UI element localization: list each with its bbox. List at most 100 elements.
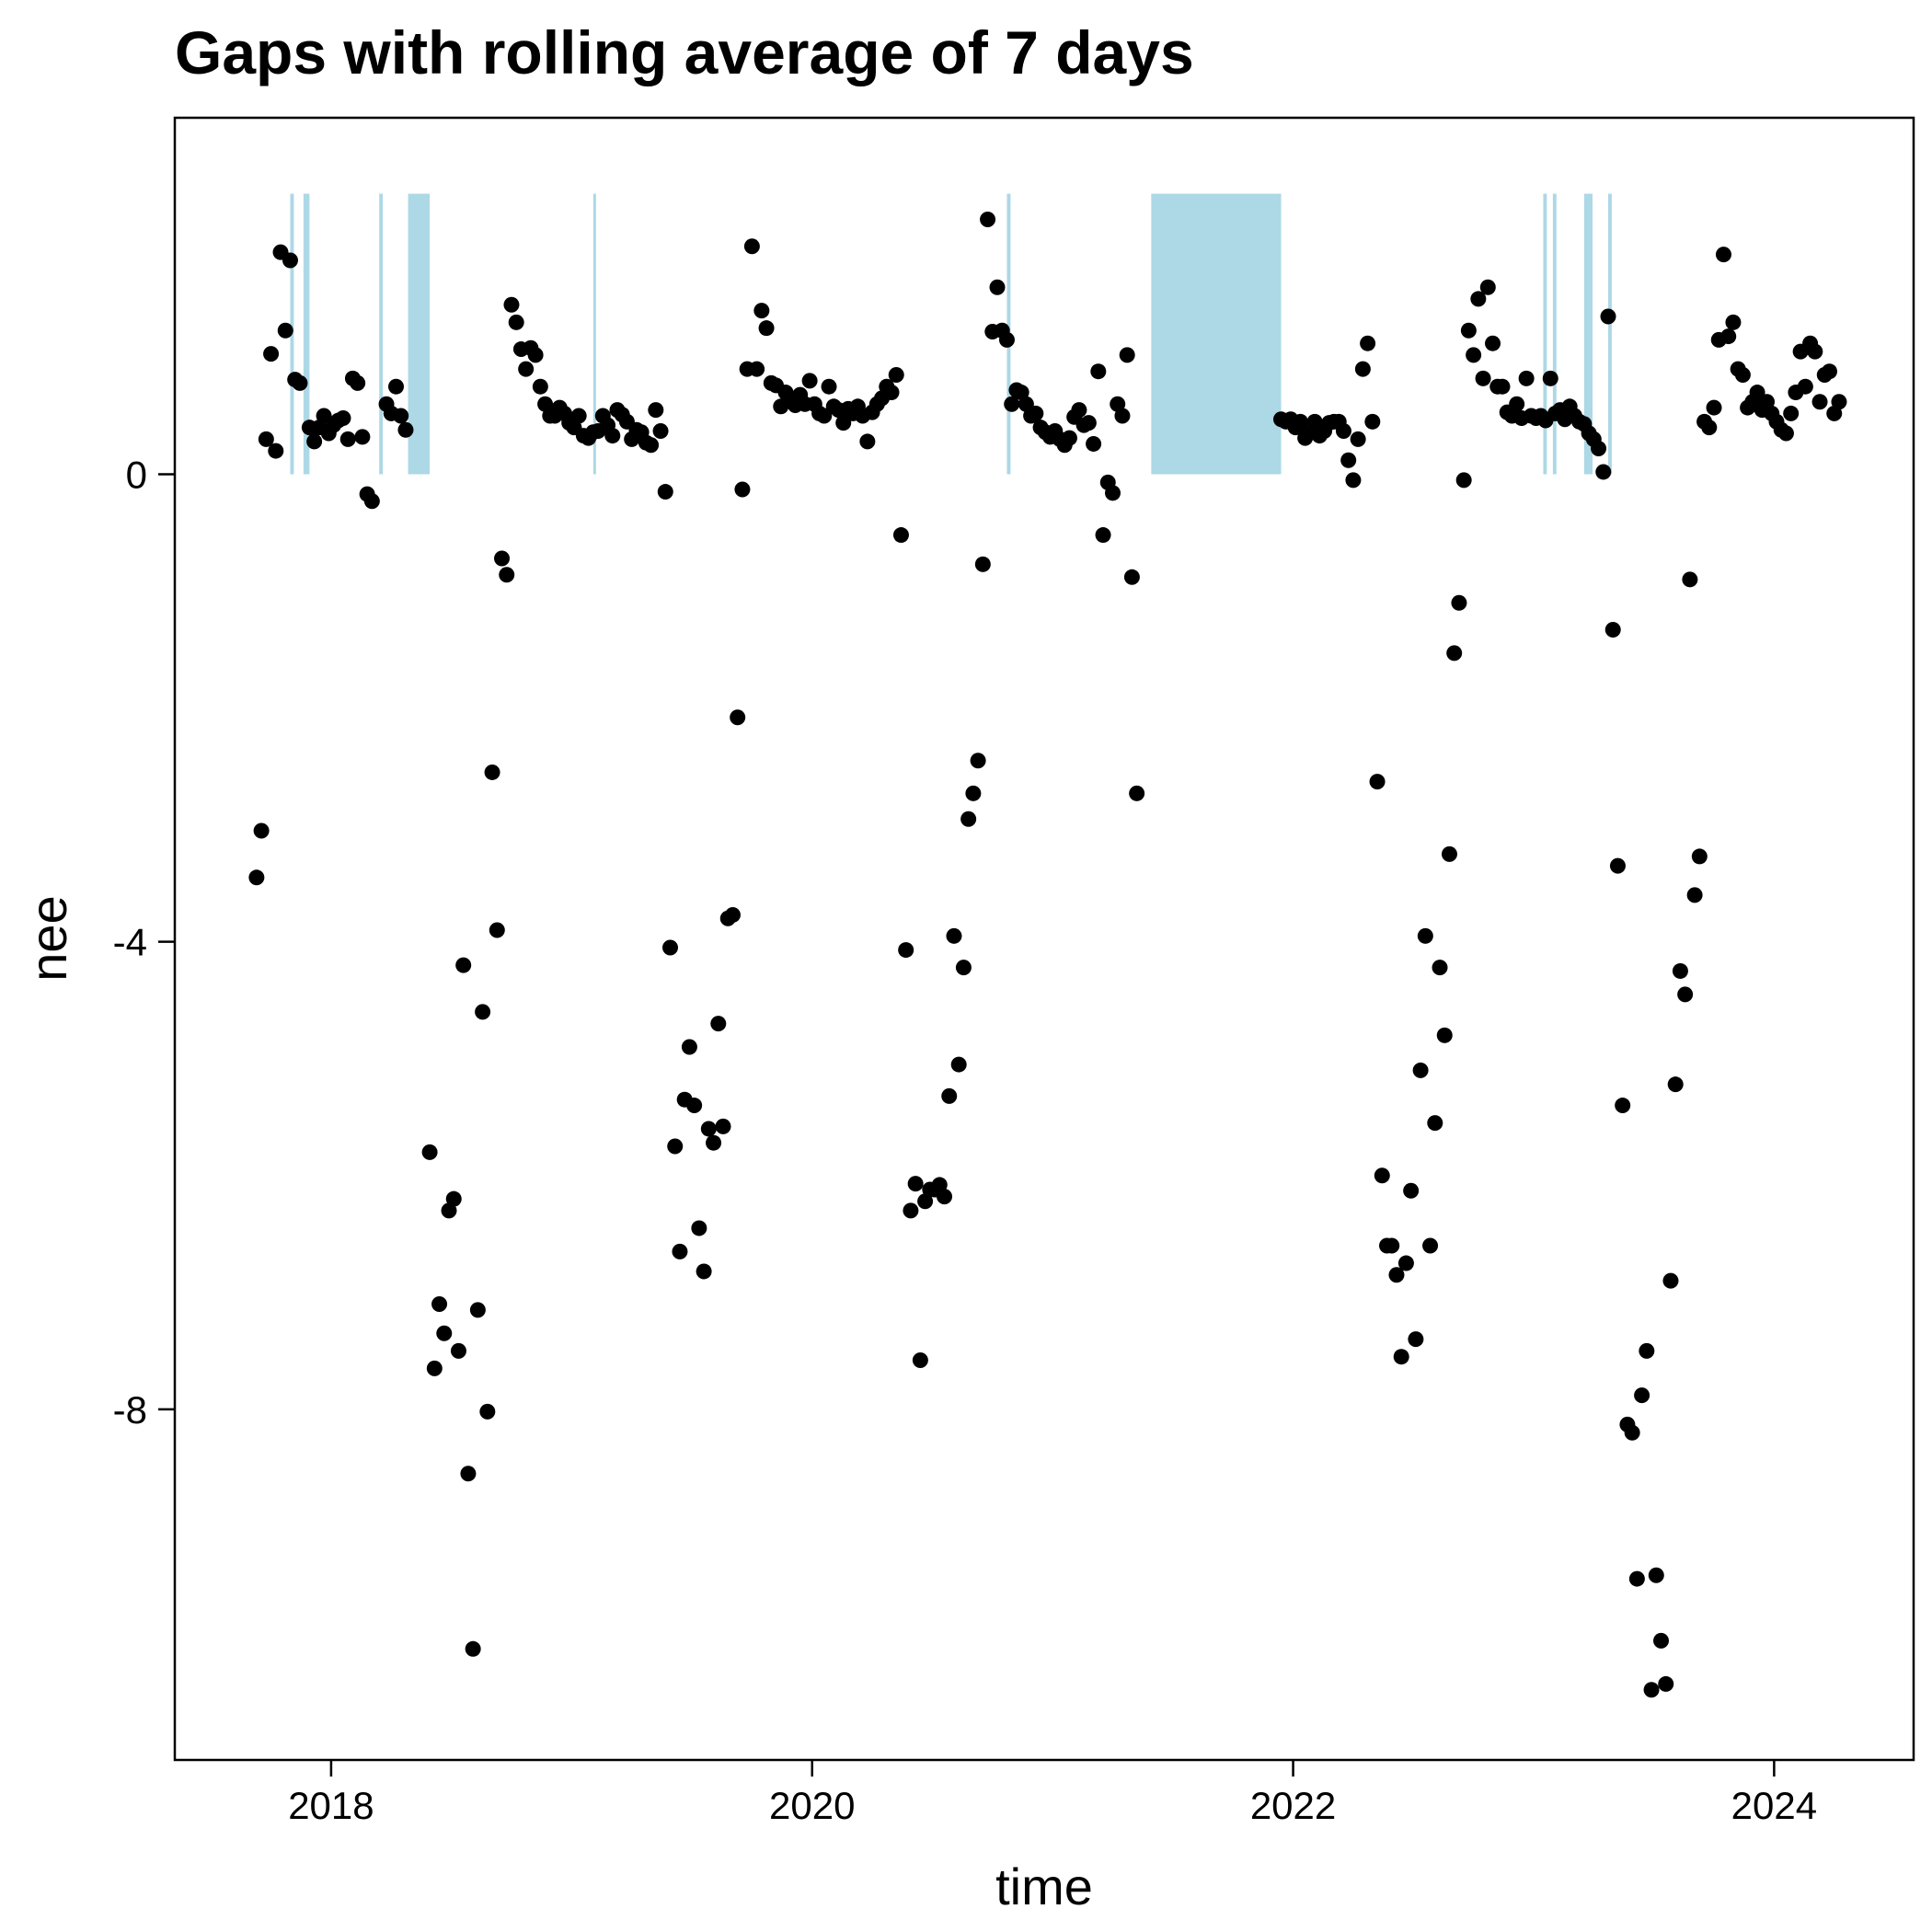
point-78 [652, 422, 669, 439]
point-215 [1451, 594, 1467, 611]
point-61 [570, 408, 587, 424]
point-39 [465, 1640, 481, 1657]
point-170 [1095, 527, 1111, 544]
point-287 [1797, 378, 1813, 395]
point-279 [1759, 394, 1776, 410]
point-90 [710, 1016, 727, 1032]
gap-band-9 [1552, 193, 1557, 475]
point-203 [1393, 1349, 1409, 1365]
point-3 [258, 431, 274, 447]
gap-band-8 [1543, 193, 1547, 475]
point-207 [1412, 1062, 1429, 1078]
point-227 [1509, 396, 1525, 412]
point-28 [393, 408, 409, 424]
point-131 [907, 1176, 924, 1192]
point-220 [1475, 370, 1491, 386]
point-29 [397, 421, 414, 438]
point-246 [1600, 308, 1616, 325]
point-229 [1518, 370, 1535, 386]
point-19 [339, 431, 356, 447]
point-121 [859, 433, 876, 450]
point-224 [1494, 378, 1511, 395]
point-175 [1119, 347, 1135, 363]
point-284 [1783, 405, 1800, 421]
point-277 [1749, 385, 1765, 401]
point-94 [730, 709, 746, 726]
point-81 [667, 1138, 684, 1155]
point-172 [1105, 485, 1121, 501]
point-132 [912, 1352, 928, 1369]
point-206 [1408, 1331, 1424, 1348]
point-199 [1374, 1167, 1390, 1184]
point-271 [1720, 328, 1737, 345]
point-27 [387, 378, 404, 395]
point-252 [1628, 1570, 1645, 1587]
point-109 [801, 373, 818, 389]
y-axis: 0 -4 -8 [113, 453, 175, 1432]
point-14 [316, 408, 332, 424]
point-76 [643, 437, 660, 454]
plot-frame [173, 116, 1915, 1762]
x-tick-label-2018: 2018 [288, 1784, 374, 1827]
gap-band-4 [408, 193, 431, 475]
point-256 [1648, 1567, 1664, 1583]
point-163 [1061, 430, 1077, 446]
point-79 [657, 484, 673, 500]
point-259 [1662, 1272, 1679, 1289]
point-294 [1831, 394, 1847, 410]
point-201 [1384, 1237, 1400, 1254]
point-32 [431, 1296, 448, 1313]
point-146 [980, 212, 996, 228]
gap-band-3 [379, 193, 384, 475]
point-42 [479, 1403, 496, 1420]
point-113 [821, 378, 837, 395]
point-128 [892, 527, 909, 544]
point-137 [937, 1189, 953, 1205]
point-33 [436, 1325, 453, 1341]
point-148 [989, 279, 1006, 295]
point-293 [1826, 405, 1843, 421]
point-264 [1686, 887, 1703, 903]
gap-bands [290, 193, 1612, 475]
point-253 [1634, 1387, 1650, 1404]
point-195 [1354, 361, 1371, 377]
point-10 [292, 374, 308, 391]
point-249 [1615, 1098, 1631, 1114]
point-8 [282, 252, 298, 269]
point-263 [1682, 571, 1698, 588]
chart-title: Gaps with rolling average of 7 days [175, 18, 1194, 86]
point-86 [691, 1220, 707, 1236]
point-209 [1422, 1237, 1439, 1254]
point-174 [1114, 408, 1131, 424]
point-1 [248, 869, 265, 886]
point-142 [960, 811, 977, 827]
point-48 [508, 314, 524, 330]
point-138 [941, 1087, 958, 1104]
point-30 [421, 1144, 438, 1160]
point-268 [1706, 399, 1722, 416]
point-112 [816, 408, 833, 424]
point-144 [970, 753, 986, 769]
point-82 [672, 1243, 688, 1259]
point-133 [917, 1193, 934, 1210]
point-198 [1369, 774, 1386, 790]
point-141 [955, 960, 972, 976]
point-270 [1715, 247, 1731, 263]
point-45 [494, 550, 511, 567]
point-221 [1479, 279, 1496, 295]
point-258 [1658, 1675, 1674, 1692]
point-216 [1455, 472, 1472, 489]
point-182 [1292, 413, 1308, 430]
point-262 [1677, 986, 1694, 1003]
point-140 [950, 1056, 967, 1073]
point-36 [450, 1342, 466, 1359]
point-18 [335, 410, 351, 427]
point-168 [1086, 435, 1102, 452]
point-139 [946, 927, 962, 944]
point-85 [686, 1098, 703, 1114]
point-245 [1595, 464, 1612, 480]
point-54 [537, 396, 554, 412]
point-4 [263, 346, 280, 362]
point-274 [1734, 367, 1751, 384]
point-84 [681, 1039, 697, 1055]
